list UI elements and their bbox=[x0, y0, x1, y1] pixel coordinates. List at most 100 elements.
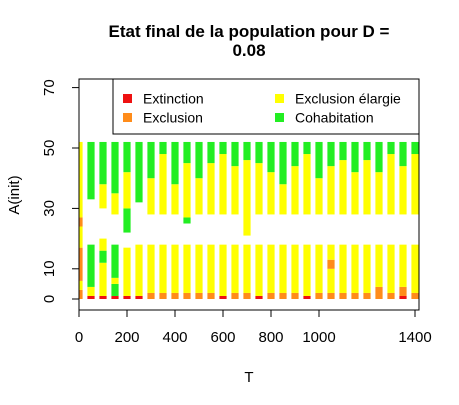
bar-segment bbox=[207, 142, 214, 163]
bar-segment bbox=[111, 296, 118, 299]
bar-1250 bbox=[375, 142, 382, 299]
bar-100 bbox=[99, 142, 106, 299]
bar-segment bbox=[231, 166, 238, 214]
bar-segment bbox=[303, 154, 310, 214]
bar-segment bbox=[123, 172, 130, 208]
bar-segment bbox=[303, 245, 310, 296]
bar-segment bbox=[399, 287, 406, 296]
legend-box bbox=[113, 79, 419, 134]
bar-segment bbox=[411, 245, 418, 293]
bar-segment bbox=[99, 184, 106, 208]
bar-850 bbox=[279, 142, 286, 299]
bar-segment bbox=[327, 245, 334, 260]
bar-segment bbox=[243, 293, 250, 299]
bar-segment bbox=[195, 293, 202, 299]
bar-800 bbox=[267, 142, 274, 299]
bar-segment bbox=[219, 142, 226, 154]
bar-segment bbox=[99, 251, 106, 263]
bar-segment bbox=[111, 193, 118, 214]
bar-segment bbox=[171, 184, 178, 214]
bar-600 bbox=[219, 142, 226, 299]
bar-1350 bbox=[399, 142, 406, 299]
x-tick-label: 1400 bbox=[398, 329, 431, 346]
bar-50 bbox=[87, 142, 94, 299]
bar-segment bbox=[243, 160, 250, 236]
legend: Extinction Exclusion élargie Exclusion Coha… bbox=[113, 79, 419, 134]
bar-segment bbox=[159, 245, 166, 293]
bar-segment bbox=[147, 178, 154, 214]
x-tick-label: 200 bbox=[114, 329, 139, 346]
bar-segment bbox=[291, 245, 298, 293]
bar-segment bbox=[123, 208, 130, 232]
bar-segment bbox=[207, 293, 214, 299]
bar-segment bbox=[135, 142, 142, 202]
bar-segment bbox=[399, 245, 406, 287]
bar-segment bbox=[267, 293, 274, 299]
bar-segment bbox=[183, 142, 190, 163]
bar-segment bbox=[375, 245, 382, 287]
bar-150 bbox=[111, 142, 118, 299]
bar-segment bbox=[231, 245, 238, 293]
bar-segment bbox=[363, 245, 370, 293]
bar-segment bbox=[315, 142, 322, 178]
legend-label: Extinction bbox=[143, 91, 204, 107]
bar-1200 bbox=[363, 142, 370, 299]
bar-segment bbox=[339, 142, 346, 160]
bar-segment bbox=[147, 142, 154, 178]
bar-segment bbox=[147, 245, 154, 293]
bar-segment bbox=[207, 245, 214, 293]
bar-1400 bbox=[411, 142, 418, 299]
bar-segment bbox=[267, 142, 274, 172]
bar-segment bbox=[291, 142, 298, 166]
bar-1300 bbox=[387, 142, 394, 299]
bar-segment bbox=[375, 142, 382, 172]
bar-segment bbox=[87, 245, 94, 287]
bar-200 bbox=[123, 142, 130, 299]
bar-segment bbox=[99, 263, 106, 296]
bar-300 bbox=[147, 142, 154, 299]
bar-segment bbox=[279, 293, 286, 299]
bar-segment bbox=[423, 293, 430, 299]
bar-segment bbox=[207, 163, 214, 214]
bar-segment bbox=[111, 142, 118, 193]
bar-500 bbox=[195, 142, 202, 299]
bar-segment bbox=[159, 142, 166, 154]
bar-segment bbox=[267, 172, 274, 214]
bar-segment bbox=[87, 287, 94, 296]
bar-segment bbox=[87, 142, 94, 199]
bar-segment bbox=[423, 245, 430, 293]
bar-350 bbox=[159, 142, 166, 299]
bar-900 bbox=[291, 142, 298, 299]
bar-segment bbox=[351, 245, 358, 293]
bar-segment bbox=[387, 293, 394, 299]
bar-segment bbox=[159, 293, 166, 299]
bar-segment bbox=[183, 293, 190, 299]
y-axis: 010305070 bbox=[41, 79, 79, 303]
x-tick-label: 800 bbox=[258, 329, 283, 346]
legend-label: Exclusion élargie bbox=[295, 91, 401, 107]
bar-segment bbox=[387, 154, 394, 214]
bar-1100 bbox=[339, 142, 346, 299]
x-tick-label: 0 bbox=[75, 329, 83, 346]
bar-segment bbox=[327, 293, 334, 299]
bar-segment bbox=[195, 178, 202, 214]
legend-swatch bbox=[275, 94, 284, 103]
bar-segment bbox=[219, 245, 226, 296]
bar-segment bbox=[123, 296, 130, 299]
y-tick-label: 10 bbox=[41, 260, 58, 277]
bar-segment bbox=[303, 296, 310, 299]
bar-segment bbox=[195, 245, 202, 293]
bar-segment bbox=[123, 248, 130, 296]
bar-segment bbox=[111, 284, 118, 296]
bar-segment bbox=[135, 296, 142, 299]
x-tick-label: 1000 bbox=[302, 329, 335, 346]
y-tick-label: 70 bbox=[41, 79, 58, 96]
bar-segment bbox=[327, 269, 334, 293]
bar-segment bbox=[111, 278, 118, 284]
y-tick-label: 50 bbox=[41, 140, 58, 157]
bar-segment bbox=[423, 178, 430, 214]
x-tick-label: 400 bbox=[162, 329, 187, 346]
bar-segment bbox=[351, 142, 358, 172]
bar-segment bbox=[399, 166, 406, 214]
